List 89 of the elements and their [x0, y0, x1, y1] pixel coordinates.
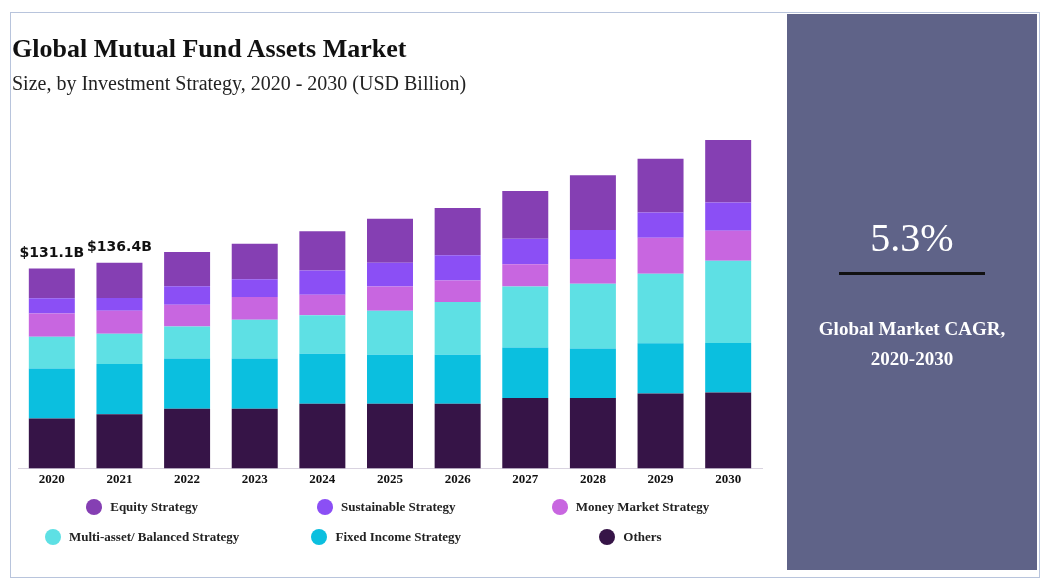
- chart-subtitle: Size, by Investment Strategy, 2020 - 2030 (USD Billion): [12, 72, 467, 95]
- bar: [569, 258, 616, 284]
- bar: [299, 294, 346, 316]
- bar: [502, 190, 549, 239]
- legend-label: Fixed Income Strategy: [335, 529, 462, 545]
- x-tick-label: 2029: [647, 470, 675, 486]
- x-tick-label: 2030: [715, 470, 742, 486]
- bar: [96, 297, 143, 311]
- bar: [569, 348, 616, 399]
- bar: [299, 353, 346, 404]
- bar: [502, 264, 549, 287]
- bar: [705, 140, 752, 203]
- bar: [367, 218, 413, 263]
- text: Global Market CAGR, 2020-2030: [817, 317, 1007, 371]
- x-tick-label: 2028: [579, 470, 607, 486]
- bar: [231, 279, 278, 297]
- bar: [299, 231, 346, 271]
- bar: [637, 393, 684, 469]
- bar: [637, 273, 684, 344]
- bar: [502, 238, 549, 265]
- bar: [637, 158, 684, 213]
- annotation: $131.1B: [19, 244, 85, 261]
- bar: [705, 260, 752, 343]
- bar: [231, 296, 278, 320]
- bar: [569, 229, 616, 259]
- legend-label: Money Market Strategy: [575, 499, 710, 515]
- bar: [502, 398, 549, 469]
- bar: [502, 347, 549, 399]
- bar: [28, 418, 75, 469]
- bar: [434, 301, 481, 355]
- bar: [705, 230, 752, 261]
- legend-label: Equity Strategy: [110, 499, 198, 515]
- bar: [164, 326, 211, 359]
- x-tick-label: 2021: [106, 470, 133, 486]
- bar: [164, 251, 211, 287]
- x-tick-label: 2023: [241, 470, 269, 486]
- bar: [164, 358, 211, 409]
- bar: [28, 298, 75, 314]
- bar: [705, 392, 752, 469]
- bar: [434, 207, 481, 256]
- bar: [502, 286, 549, 348]
- x-tick-label: 2022: [174, 470, 201, 486]
- bar: [434, 403, 481, 469]
- bar: [164, 286, 211, 305]
- x-tick-label: 2027: [512, 470, 539, 486]
- bar: [164, 304, 211, 327]
- bar: [96, 414, 143, 469]
- x-tick-label: 2025: [377, 470, 404, 486]
- annotation: $136.4B: [87, 238, 152, 255]
- legend-label: Sustainable Strategy: [341, 499, 456, 515]
- x-tick-label: 2024: [309, 470, 336, 486]
- bar: [164, 408, 211, 469]
- x-tick-label: 2026: [444, 470, 472, 486]
- bar: [96, 363, 143, 415]
- bar: [96, 262, 143, 298]
- bar: [96, 310, 143, 334]
- bar: [705, 342, 752, 393]
- bar: [367, 262, 413, 287]
- x-tick-label: 2020: [38, 470, 65, 486]
- bar: [28, 268, 75, 299]
- bar: [28, 368, 75, 419]
- bar: [569, 175, 616, 230]
- bar: [434, 280, 481, 302]
- bar: [637, 212, 684, 238]
- bar: [231, 243, 278, 280]
- bar: [28, 313, 75, 337]
- legend-label: Multi-asset/ Balanced Strategy: [68, 529, 240, 545]
- bar: [299, 270, 346, 295]
- legend-label: Others: [623, 529, 662, 545]
- bar: [434, 255, 481, 281]
- bar: [299, 315, 346, 354]
- bar: [96, 333, 143, 364]
- bar: [367, 354, 413, 404]
- bar: [434, 354, 481, 404]
- bar: [231, 358, 278, 409]
- bar: [367, 310, 413, 355]
- bar: [299, 403, 346, 469]
- bar: [569, 283, 616, 349]
- bar: [637, 343, 684, 394]
- bar: [367, 286, 413, 311]
- bar: [367, 403, 413, 469]
- bar: [569, 398, 616, 469]
- bar: [231, 319, 278, 359]
- bar: [637, 237, 684, 274]
- bar: [28, 336, 75, 369]
- chart-title: Global Mutual Fund Assets Market: [12, 34, 407, 64]
- bar: [231, 408, 278, 469]
- bar: [705, 202, 752, 231]
- text: 5.3%: [869, 214, 955, 261]
